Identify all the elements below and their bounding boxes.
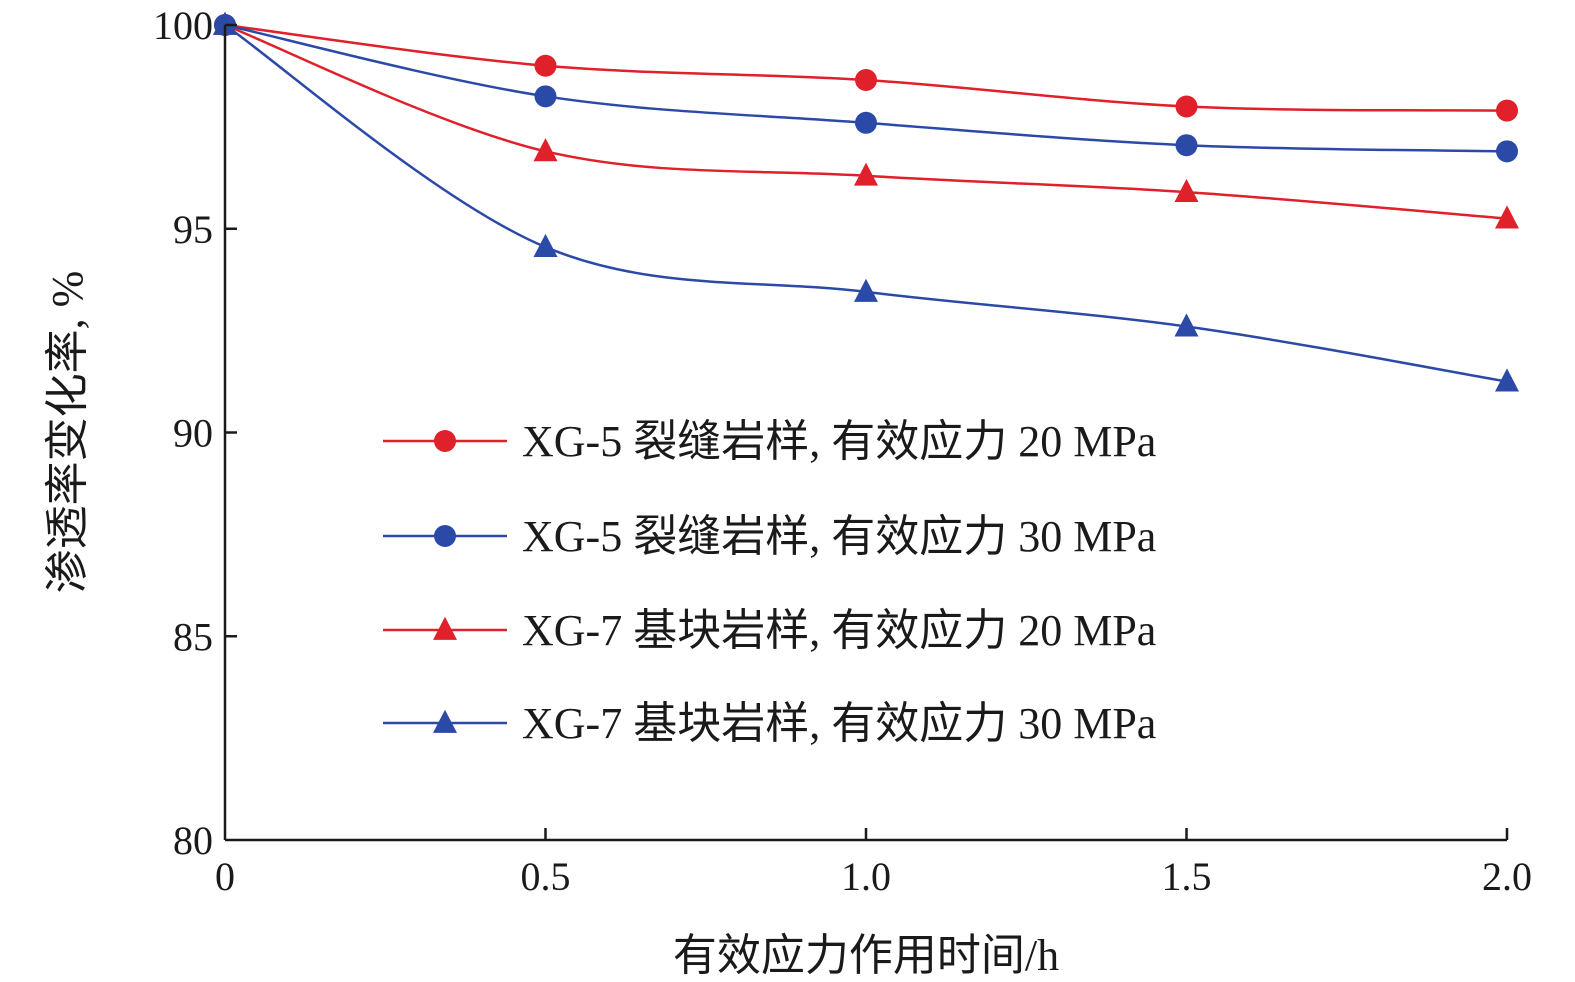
series-3-data-point [854, 162, 878, 186]
series-2-data-point [1496, 140, 1518, 163]
x-tick-label: 0 [215, 854, 235, 899]
legend: XG-5 裂缝岩样, 有效应力 20 MPa XG-5 裂缝岩样, 有效应力 30… [383, 417, 1156, 748]
legend-label: XG-7 基块岩样, 有效应力 30 MPa [522, 699, 1156, 748]
series-1-data-point [1496, 99, 1518, 122]
series-3-data-point [1174, 178, 1199, 202]
x-tick-label: 2.0 [1482, 854, 1532, 899]
series-3-data-point [533, 138, 558, 162]
x-tick-label: 1.0 [841, 854, 891, 899]
legend-label: XG-5 裂缝岩样, 有效应力 30 MPa [522, 512, 1156, 561]
legend-marker [433, 616, 457, 640]
x-axis-title: 有效应力作用时间/h [673, 931, 1059, 980]
legend-item: XG-5 裂缝岩样, 有效应力 30 MPa [383, 512, 1156, 561]
legend-label: XG-7 基块岩样, 有效应力 20 MPa [522, 606, 1156, 655]
x-tick-label: 1.5 [1162, 854, 1212, 899]
legend-item: XG-7 基块岩样, 有效应力 20 MPa [383, 606, 1156, 655]
series-4-data-point [1174, 313, 1199, 337]
y-tick-label: 95 [173, 207, 213, 252]
series-4-data-point [1495, 368, 1519, 392]
legend-marker [433, 709, 457, 733]
legend-marker [434, 430, 456, 452]
legend-marker [434, 525, 456, 547]
series-2-data-point [1175, 134, 1198, 157]
series-2-data-point [855, 111, 877, 134]
x-tick-label: 0.5 [521, 854, 571, 899]
legend-item: XG-5 裂缝岩样, 有效应力 20 MPa [383, 417, 1156, 466]
series-3-data-point [1495, 205, 1519, 229]
x-ticks: 0 0.5 1.0 1.5 2.0 [215, 828, 1532, 899]
y-tick-label: 85 [173, 614, 213, 659]
y-tick-label: 90 [173, 411, 213, 456]
y-tick-label: 100 [153, 3, 213, 48]
series-1-data-point [534, 54, 557, 77]
series-1-data-point [1175, 95, 1198, 118]
series-4-data-point [533, 233, 558, 257]
series-2-data-point [534, 85, 557, 108]
legend-label: XG-5 裂缝岩样, 有效应力 20 MPa [522, 417, 1156, 466]
y-axis-title: 渗透率变化率, % [43, 271, 92, 594]
legend-item: XG-7 基块岩样, 有效应力 30 MPa [383, 699, 1156, 748]
y-tick-label: 80 [173, 818, 213, 863]
series-4-data-point [213, 11, 237, 35]
series-line-1 [224, 23, 1508, 112]
series-1-data-point [855, 69, 877, 92]
series-4-data-point [854, 278, 878, 302]
y-ticks: 80 85 90 95 100 [153, 3, 237, 863]
